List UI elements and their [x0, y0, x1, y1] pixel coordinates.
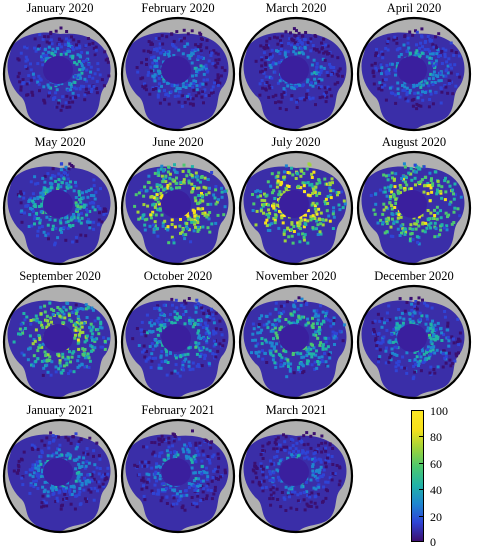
- map-panel: May 2020: [1, 134, 119, 268]
- panel-title: April 2020: [386, 1, 442, 15]
- arctic-ice-map: [356, 284, 472, 400]
- panel-title: May 2020: [34, 135, 86, 149]
- map-panel: June 2020: [119, 134, 237, 268]
- panel-title: July 2020: [271, 135, 321, 149]
- colorbar-tick-label: 20: [430, 510, 442, 524]
- arctic-ice-map: [356, 150, 472, 266]
- arctic-ice-map: [238, 16, 354, 132]
- map-panel: March 2021: [237, 402, 355, 536]
- map-panel: December 2020: [355, 268, 473, 402]
- panel-title: January 2020: [26, 1, 94, 15]
- map-panel: February 2021: [119, 402, 237, 536]
- panel-title: January 2021: [26, 403, 94, 417]
- arctic-ice-map: [2, 284, 118, 400]
- map-panel: October 2020: [119, 268, 237, 402]
- arctic-ice-map: [120, 418, 236, 534]
- colorbar: 100 80 60 40 20 0: [406, 404, 478, 549]
- map-panel: September 2020: [1, 268, 119, 402]
- panel-title: June 2020: [152, 135, 204, 149]
- map-panel: January 2021: [1, 402, 119, 536]
- colorbar-tick-label: 80: [430, 430, 442, 444]
- map-panel: February 2020: [119, 0, 237, 134]
- map-panel: July 2020: [237, 134, 355, 268]
- panel-title: August 2020: [381, 135, 447, 149]
- map-panel: August 2020: [355, 134, 473, 268]
- arctic-ice-map: [120, 284, 236, 400]
- arctic-ice-map: [238, 418, 354, 534]
- arctic-ice-map: [238, 284, 354, 400]
- panel-title: February 2021: [141, 403, 215, 417]
- arctic-ice-map: [2, 16, 118, 132]
- colorbar-tick-label: 40: [430, 483, 442, 497]
- colorbar-tick-label: 100: [430, 404, 448, 418]
- arctic-ice-map: [2, 418, 118, 534]
- colorbar-tick-label: 60: [430, 457, 442, 471]
- colorbar-tick-label: 0: [430, 535, 436, 549]
- panel-title: September 2020: [19, 269, 101, 283]
- arctic-ice-map: [238, 150, 354, 266]
- panel-title: February 2020: [141, 1, 215, 15]
- panel-title: October 2020: [143, 269, 213, 283]
- arctic-ice-map: [120, 16, 236, 132]
- panel-title: December 2020: [374, 269, 454, 283]
- arctic-ice-map: [356, 16, 472, 132]
- colorbar-gradient: [411, 410, 424, 542]
- arctic-ice-map: [2, 150, 118, 266]
- map-panel: March 2020: [237, 0, 355, 134]
- arctic-ice-map: [120, 150, 236, 266]
- panel-title: March 2021: [265, 403, 327, 417]
- map-panel: January 2020: [1, 0, 119, 134]
- map-panel: November 2020: [237, 268, 355, 402]
- panel-title: March 2020: [265, 1, 327, 15]
- map-panel: April 2020: [355, 0, 473, 134]
- panel-title: November 2020: [255, 269, 337, 283]
